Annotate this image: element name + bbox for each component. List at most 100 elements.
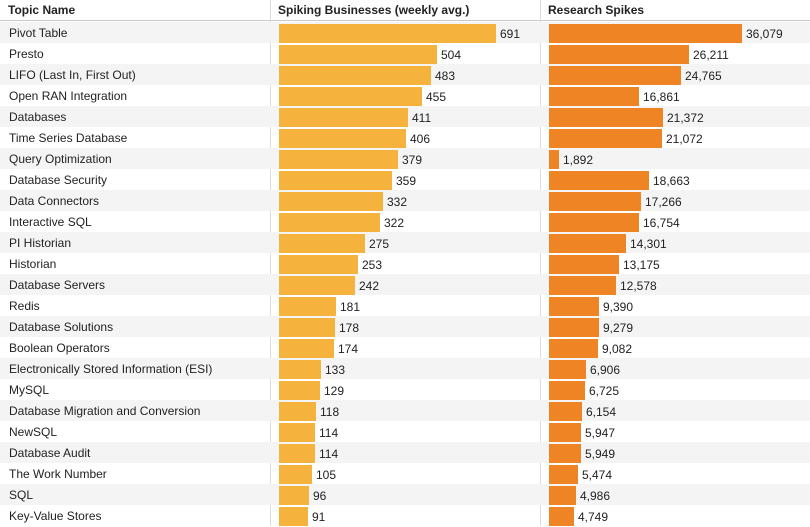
spiking-businesses-bar[interactable] — [279, 444, 315, 463]
table-row[interactable]: Database Security 359 18,663 — [0, 169, 810, 190]
research-spikes-value: 4,749 — [578, 510, 609, 524]
research-spikes-value: 9,082 — [602, 342, 633, 356]
spiking-businesses-bar[interactable] — [279, 150, 398, 169]
table-row[interactable]: NewSQL 114 5,947 — [0, 421, 810, 442]
spiking-businesses-value: 504 — [441, 48, 462, 62]
research-spikes-bar[interactable] — [549, 192, 641, 211]
research-spikes-value: 21,072 — [666, 132, 703, 146]
table-row[interactable]: Historian 253 13,175 — [0, 253, 810, 274]
topic-name: Query Optimization — [9, 152, 112, 166]
spiking-businesses-bar[interactable] — [279, 87, 422, 106]
table-row[interactable]: Key-Value Stores 91 4,749 — [0, 505, 810, 526]
header-spiking-businesses[interactable]: Spiking Businesses (weekly avg.) — [278, 3, 470, 17]
table-row[interactable]: Database Migration and Conversion 118 6,15… — [0, 400, 810, 421]
table-row[interactable]: Database Servers 242 12,578 — [0, 274, 810, 295]
spiking-businesses-bar[interactable] — [279, 255, 358, 274]
table-row[interactable]: Data Connectors 332 17,266 — [0, 190, 810, 211]
research-spikes-bar[interactable] — [549, 507, 574, 526]
table-row[interactable]: Time Series Database 406 21,072 — [0, 127, 810, 148]
table-row[interactable]: Electronically Stored Information (ESI) 1… — [0, 358, 810, 379]
header-divider — [0, 20, 810, 21]
spiking-businesses-value: 455 — [426, 90, 447, 104]
table-row[interactable]: The Work Number 105 5,474 — [0, 463, 810, 484]
research-spikes-bar[interactable] — [549, 45, 689, 64]
research-spikes-bar[interactable] — [549, 318, 599, 337]
research-spikes-value: 17,266 — [645, 195, 682, 209]
spiking-businesses-value: 242 — [359, 279, 380, 293]
research-spikes-bar[interactable] — [549, 255, 619, 274]
research-spikes-bar[interactable] — [549, 402, 582, 421]
spiking-businesses-bar[interactable] — [279, 108, 408, 127]
spiking-businesses-value: 322 — [384, 216, 405, 230]
spiking-businesses-bar[interactable] — [279, 423, 315, 442]
table-row[interactable]: Boolean Operators 174 9,082 — [0, 337, 810, 358]
research-spikes-bar[interactable] — [549, 171, 649, 190]
spiking-businesses-bar[interactable] — [279, 192, 383, 211]
table-row[interactable]: Redis 181 9,390 — [0, 295, 810, 316]
table-row[interactable]: SQL 96 4,986 — [0, 484, 810, 505]
spiking-businesses-bar[interactable] — [279, 381, 320, 400]
research-spikes-bar[interactable] — [549, 66, 681, 85]
research-spikes-bar[interactable] — [549, 360, 586, 379]
spiking-businesses-bar[interactable] — [279, 297, 336, 316]
table-row[interactable]: PI Historian 275 14,301 — [0, 232, 810, 253]
research-spikes-bar[interactable] — [549, 234, 626, 253]
table-row[interactable]: Database Solutions 178 9,279 — [0, 316, 810, 337]
spiking-businesses-bar[interactable] — [279, 276, 355, 295]
research-spikes-bar[interactable] — [549, 213, 639, 232]
spiking-businesses-value: 174 — [338, 342, 359, 356]
topic-name: The Work Number — [9, 467, 107, 481]
spiking-businesses-value: 359 — [396, 174, 417, 188]
table-row[interactable]: Open RAN Integration 455 16,861 — [0, 85, 810, 106]
column-divider — [540, 0, 541, 526]
research-spikes-bar[interactable] — [549, 108, 663, 127]
spiking-businesses-bar[interactable] — [279, 234, 365, 253]
spiking-businesses-bar[interactable] — [279, 66, 431, 85]
spiking-businesses-bar[interactable] — [279, 507, 308, 526]
spiking-businesses-value: 379 — [402, 153, 423, 167]
spiking-businesses-bar[interactable] — [279, 24, 496, 43]
spiking-businesses-value: 178 — [339, 321, 360, 335]
research-spikes-bar[interactable] — [549, 381, 585, 400]
research-spikes-bar[interactable] — [549, 87, 639, 106]
topic-name: Electronically Stored Information (ESI) — [9, 362, 213, 376]
topic-name: Boolean Operators — [9, 341, 110, 355]
spiking-businesses-bar[interactable] — [279, 318, 335, 337]
topic-name: MySQL — [9, 383, 50, 397]
table-row[interactable]: Presto 504 26,211 — [0, 43, 810, 64]
spiking-businesses-bar[interactable] — [279, 486, 309, 505]
header-topic-name[interactable]: Topic Name — [8, 3, 76, 17]
research-spikes-bar[interactable] — [549, 465, 578, 484]
research-spikes-bar[interactable] — [549, 150, 559, 169]
spiking-businesses-bar[interactable] — [279, 45, 437, 64]
research-spikes-value: 6,725 — [589, 384, 620, 398]
research-spikes-bar[interactable] — [549, 486, 576, 505]
table-row[interactable]: Query Optimization 379 1,892 — [0, 148, 810, 169]
research-spikes-bar[interactable] — [549, 24, 742, 43]
topic-name: PI Historian — [9, 236, 72, 250]
topic-name: Data Connectors — [9, 194, 100, 208]
table-row[interactable]: MySQL 129 6,725 — [0, 379, 810, 400]
spiking-businesses-bar[interactable] — [279, 129, 406, 148]
research-spikes-value: 21,372 — [667, 111, 704, 125]
spiking-businesses-bar[interactable] — [279, 360, 321, 379]
research-spikes-value: 36,079 — [746, 27, 783, 41]
table-row[interactable]: LIFO (Last In, First Out) 483 24,765 — [0, 64, 810, 85]
research-spikes-bar[interactable] — [549, 339, 598, 358]
research-spikes-bar[interactable] — [549, 297, 599, 316]
spiking-businesses-value: 105 — [316, 468, 337, 482]
spiking-businesses-bar[interactable] — [279, 171, 392, 190]
spiking-businesses-bar[interactable] — [279, 213, 380, 232]
research-spikes-bar[interactable] — [549, 276, 616, 295]
table-row[interactable]: Interactive SQL 322 16,754 — [0, 211, 810, 232]
research-spikes-bar[interactable] — [549, 444, 581, 463]
table-row[interactable]: Database Audit 114 5,949 — [0, 442, 810, 463]
research-spikes-bar[interactable] — [549, 129, 662, 148]
research-spikes-bar[interactable] — [549, 423, 581, 442]
spiking-businesses-bar[interactable] — [279, 465, 312, 484]
spiking-businesses-bar[interactable] — [279, 402, 316, 421]
spiking-businesses-bar[interactable] — [279, 339, 334, 358]
table-row[interactable]: Databases 411 21,372 — [0, 106, 810, 127]
header-research-spikes[interactable]: Research Spikes — [548, 3, 645, 17]
table-row[interactable]: Pivot Table 691 36,079 — [0, 22, 810, 43]
